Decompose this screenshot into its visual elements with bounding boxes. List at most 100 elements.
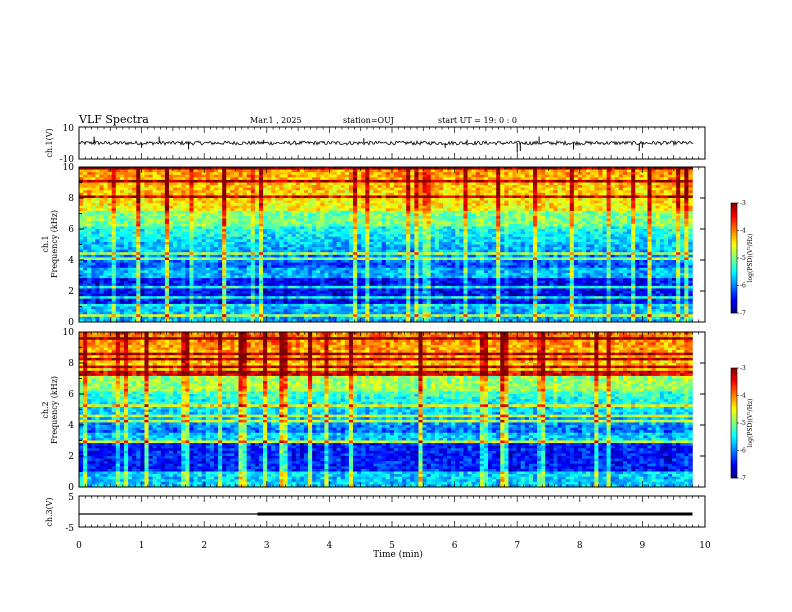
spectrogram-cell [603, 232, 607, 235]
spectrogram-cell [386, 177, 390, 180]
spectrogram-cell [603, 234, 607, 237]
spectrogram-cell [611, 239, 615, 242]
spectrogram-cell [365, 198, 369, 201]
spectrogram-cell [324, 185, 328, 188]
spectrogram-cell [316, 203, 320, 206]
spectrogram-cell [427, 198, 431, 201]
spectrogram-cell [83, 211, 87, 214]
spectrogram-cell [504, 195, 508, 198]
spectrogram-cell [537, 242, 541, 245]
spectrogram-cell [210, 224, 214, 227]
spectrogram-cell [549, 208, 553, 211]
spectrogram-cell [230, 188, 234, 191]
spectrogram-cell [337, 229, 341, 232]
spectrogram-cell [607, 201, 611, 204]
spectrogram-cell [459, 193, 463, 196]
spectrogram-cell [386, 206, 390, 209]
spectrogram-cell [333, 250, 337, 253]
spectrogram-cell [594, 175, 598, 178]
spectrogram-cell [149, 198, 153, 201]
spectrogram-cell [590, 183, 594, 186]
spectrogram-cell [312, 177, 316, 180]
spectrogram-cell [132, 229, 136, 232]
spectrogram-cell [521, 195, 525, 198]
spectrogram-cell [132, 250, 136, 253]
spectrogram-cell [165, 203, 169, 206]
spectrogram-cell [198, 206, 202, 209]
spectrogram-cell [468, 201, 472, 204]
spectrogram-cell [410, 229, 414, 232]
spectrogram-cell [263, 208, 267, 211]
spectrogram-cell [594, 219, 598, 222]
spectrogram-cell [533, 250, 537, 253]
spectrogram-cell [431, 183, 435, 186]
spectrogram-cell [382, 224, 386, 227]
spectrogram-cell [562, 201, 566, 204]
spectrogram-cell [549, 232, 553, 235]
spectrogram-cell [684, 172, 688, 175]
spectrogram-cell [607, 208, 611, 211]
spectrogram-cell [578, 203, 582, 206]
spectrogram-cell [79, 201, 83, 204]
spectrogram-cell [639, 237, 643, 240]
spectrogram-cell [226, 195, 230, 198]
spectrogram-cell [537, 188, 541, 191]
spectrogram-cell [279, 211, 283, 214]
spectrogram-cell [378, 245, 382, 248]
spectrogram-cell [639, 193, 643, 196]
spectrogram-cell [239, 177, 243, 180]
spectrogram-cell [206, 185, 210, 188]
spectrogram-cell [316, 180, 320, 183]
spectrogram-cell [230, 198, 234, 201]
spectrogram-cell [574, 239, 578, 242]
spectrogram-cell [529, 221, 533, 224]
spectrogram-cell [414, 206, 418, 209]
spectrogram-cell [283, 237, 287, 240]
spectrogram-cell [607, 245, 611, 248]
spectrogram-cell [247, 183, 251, 186]
spectrogram-cell [386, 170, 390, 173]
spectrogram-cell [447, 247, 451, 250]
spectrogram-cell [631, 219, 635, 222]
spectrogram-cell [165, 183, 169, 186]
spectrogram-cell [484, 188, 488, 191]
spectrogram-cell [480, 250, 484, 253]
spectrogram-cell [427, 206, 431, 209]
spectrogram-cell [582, 226, 586, 229]
spectrogram-cell [570, 185, 574, 188]
spectrogram-cell [688, 239, 692, 242]
spectrogram-cell [108, 237, 112, 240]
spectrogram-cell [418, 185, 422, 188]
spectrogram-cell [394, 219, 398, 222]
spectrogram-cell [611, 245, 615, 248]
spectrogram-cell [267, 219, 271, 222]
spectrogram-cell [263, 229, 267, 232]
spectrogram-cell [484, 239, 488, 242]
spectrogram-cell [337, 234, 341, 237]
spectrogram-cell [369, 232, 373, 235]
spectrogram-cell [194, 172, 198, 175]
spectrogram-cell [173, 190, 177, 193]
spectrogram-cell [275, 216, 279, 219]
spectrogram-cell [537, 177, 541, 180]
spectrogram-cell [492, 203, 496, 206]
spectrogram-cell [181, 188, 185, 191]
spectrogram-cell [165, 208, 169, 211]
spectrogram-cell [533, 201, 537, 204]
spectrogram-cell [189, 203, 193, 206]
spectrogram-cell [504, 170, 508, 173]
spectrogram-cell [300, 211, 304, 214]
spectrogram-cell [288, 224, 292, 227]
spectrogram-cell [423, 185, 427, 188]
spectrogram-cell [660, 237, 664, 240]
spectrogram-cell [128, 245, 132, 248]
spectrogram-cell [95, 216, 99, 219]
spectrogram-cell [611, 177, 615, 180]
spectrogram-cell [553, 201, 557, 204]
spectrogram-cell [508, 188, 512, 191]
spectrogram-cell [210, 211, 214, 214]
spectrogram-cell [508, 201, 512, 204]
spectrogram-cell [615, 221, 619, 224]
spectrogram-cell [140, 190, 144, 193]
spectrogram-cell [255, 185, 259, 188]
